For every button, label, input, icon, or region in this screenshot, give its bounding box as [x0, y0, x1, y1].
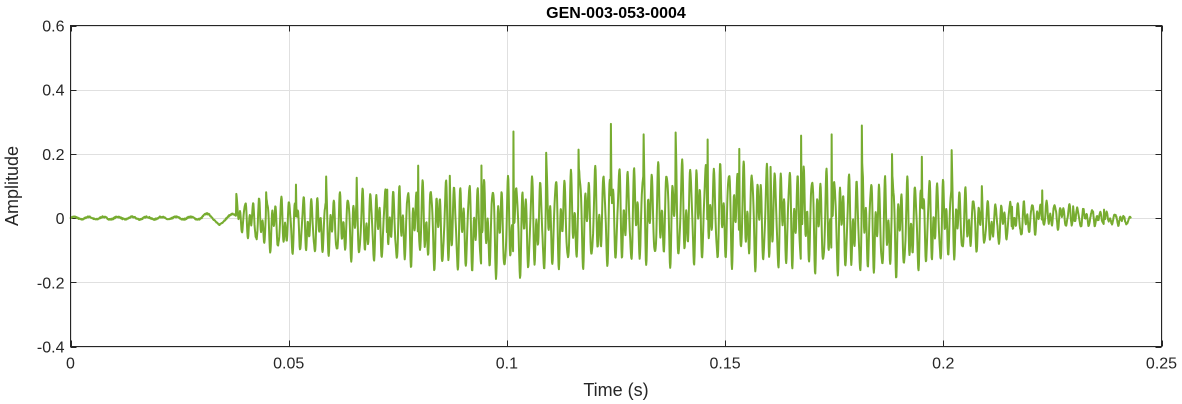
- x-tick-label: 0.2: [932, 356, 954, 373]
- chart-title: GEN-003-053-0004: [546, 5, 686, 22]
- y-tick-label: -0.2: [37, 275, 65, 292]
- y-axis-label: Amplitude: [2, 146, 22, 226]
- series-layer: [69, 122, 1132, 280]
- x-tick-label: 0.05: [273, 356, 304, 373]
- y-tick-labels: -0.4 -0.2 0 0.2 0.4 0.6: [37, 19, 65, 357]
- y-tick-label: 0.4: [42, 83, 64, 100]
- y-tick-label: -0.4: [37, 340, 65, 357]
- x-tick-label: 0.25: [1146, 356, 1177, 373]
- series-line-waveform: [69, 122, 1132, 280]
- y-tick-label: 0: [56, 211, 65, 228]
- x-tick-labels: 0 0.05 0.1 0.15 0.2 0.25: [66, 356, 1177, 373]
- x-tick-label: 0.15: [710, 356, 741, 373]
- x-axis-label: Time (s): [583, 380, 648, 400]
- plot-frame: [70, 25, 1162, 347]
- x-tick-label: 0.1: [496, 356, 518, 373]
- y-tick-label: 0.2: [42, 147, 64, 164]
- x-tick-label: 0: [66, 356, 75, 373]
- grid: [70, 25, 1163, 348]
- y-tick-label: 0.6: [42, 19, 64, 36]
- axis-ticks: [70, 25, 1163, 348]
